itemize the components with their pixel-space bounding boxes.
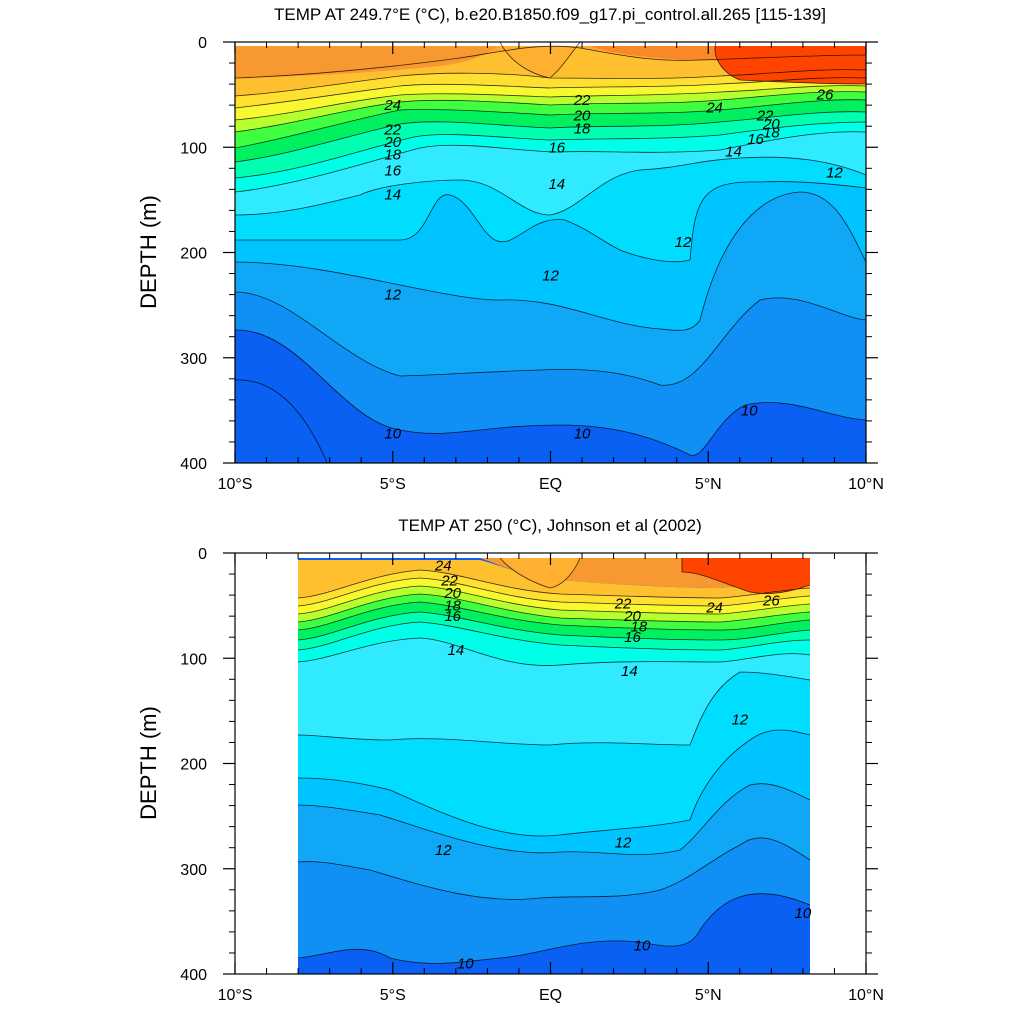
panel-top: TEMP AT 249.7°E (°C), b.e20.B1850.f09_g1… xyxy=(136,5,884,493)
panel-top-contour-labels: 2422201816142220181614242622201816141212… xyxy=(383,87,843,443)
panel-top-xtick-label: 10°S xyxy=(218,476,253,493)
panel-top-contour-label: 22 xyxy=(573,92,591,109)
panel-bottom-contour-label: 16 xyxy=(444,608,461,625)
panel-top-contour-label: 16 xyxy=(747,131,764,148)
panel-bottom-ytick-label: 200 xyxy=(180,757,207,774)
panel-bottom-xtick-label: 10°N xyxy=(848,987,884,1004)
panel-bottom-contour-label: 18 xyxy=(630,619,647,636)
panel-top-contour-label: 20 xyxy=(762,116,780,133)
panel-top-contour-label: 12 xyxy=(675,234,692,251)
panel-bottom-contour-label: 12 xyxy=(435,842,452,859)
panel-top-ytick-label: 0 xyxy=(198,35,207,52)
panel-top-contour-label: 12 xyxy=(826,165,843,182)
panel-top-ytick-label: 200 xyxy=(180,246,207,263)
panel-top-contour-label: 12 xyxy=(542,268,559,285)
panel-bottom-ylabel: DEPTH (m) xyxy=(136,706,161,820)
panel-bottom-contour-label: 16 xyxy=(624,629,641,646)
panel-top-contour-label: 10 xyxy=(574,426,591,443)
panel-top-contour-label: 20 xyxy=(573,108,591,125)
panel-bottom-ytick-label: 100 xyxy=(180,651,207,668)
panel-bottom-contour-label: 20 xyxy=(623,608,641,625)
panel-bottom-contour-label: 20 xyxy=(443,585,461,602)
panel-top-contour-label: 16 xyxy=(384,162,401,179)
panel-top-ytick-label: 100 xyxy=(180,140,207,157)
panel-top-ytick-label: 300 xyxy=(180,351,207,368)
panel-bottom-contour-label: 22 xyxy=(614,596,632,613)
panel-bottom-contour-label: 12 xyxy=(615,834,632,851)
panel-bottom-contour-label: 14 xyxy=(621,663,638,680)
panel-top-contour-label: 10 xyxy=(741,402,758,419)
panel-bottom-contour-label: 14 xyxy=(448,642,465,659)
panel-top-ylabel: DEPTH (m) xyxy=(136,195,161,309)
panel-top-xtick-label: EQ xyxy=(539,476,562,493)
panel-top-contour-label: 18 xyxy=(763,125,780,142)
panel-bottom: TEMP AT 250 (°C), Johnson et al (2002) D… xyxy=(136,516,884,1004)
panel-top-contour-label: 12 xyxy=(384,287,401,304)
panel-top-xtick-label: 10°N xyxy=(848,476,884,493)
panel-top-contour-label: 22 xyxy=(756,108,774,125)
panel-bottom-xtick-label: 5°N xyxy=(695,987,722,1004)
panel-top-ytick-label: 400 xyxy=(180,456,207,473)
panel-top-contour-label: 20 xyxy=(383,134,401,151)
panel-top-contour-label: 18 xyxy=(384,147,401,164)
panel-top-contour-label: 18 xyxy=(574,120,591,137)
panel-bottom-contour-label: 10 xyxy=(457,955,474,972)
panel-bottom-contour-label: 18 xyxy=(444,598,461,615)
panel-top-contour-label: 14 xyxy=(548,176,565,193)
panel-bottom-contour-label: 26 xyxy=(762,592,780,609)
panel-bottom-contour-label: 12 xyxy=(731,711,748,728)
panel-bottom-ytick-label: 300 xyxy=(180,862,207,879)
panel-bottom-contour-field xyxy=(297,557,811,974)
panel-bottom-xtick-label: 5°S xyxy=(380,987,406,1004)
panel-top-contour-label: 14 xyxy=(384,187,401,204)
panel-bottom-contour-label: 22 xyxy=(440,572,458,589)
panel-bottom-ytick-label: 0 xyxy=(198,546,207,563)
panel-top-contour-label: 26 xyxy=(816,87,834,104)
panel-bottom-contour-label: 24 xyxy=(705,600,723,617)
panel-top-contour-label: 24 xyxy=(705,99,723,116)
panel-top-contour-label: 22 xyxy=(383,121,401,138)
panel-bottom-contour-label: 10 xyxy=(795,905,812,922)
panel-top-title: TEMP AT 249.7°E (°C), b.e20.B1850.f09_g1… xyxy=(274,5,826,24)
panel-top-contour-label: 16 xyxy=(548,139,565,156)
panel-bottom-xtick-label: 10°S xyxy=(218,987,253,1004)
panel-bottom-ytick-label: 400 xyxy=(180,967,207,984)
panel-top-contour-label: 24 xyxy=(383,97,401,114)
panel-top-xtick-label: 5°N xyxy=(695,476,722,493)
panel-top-contour-field xyxy=(235,42,866,463)
panel-top-contour-label: 10 xyxy=(384,426,401,443)
panel-bottom-xtick-label: EQ xyxy=(539,987,562,1004)
panel-bottom-title: TEMP AT 250 (°C), Johnson et al (2002) xyxy=(398,516,702,535)
panel-bottom-axes: 10°S 5°S EQ 5°N 10°N 0 100 200 300 400 xyxy=(180,546,884,1004)
panel-top-contour-label: 14 xyxy=(725,143,742,160)
panel-bottom-contour-label: 10 xyxy=(634,938,651,955)
panel-top-axes: 10°S 5°S EQ 5°N 10°N 0 100 200 300 400 xyxy=(180,35,884,493)
panel-bottom-contour-label: 24 xyxy=(434,558,452,575)
panel-top-xtick-label: 5°S xyxy=(380,476,406,493)
